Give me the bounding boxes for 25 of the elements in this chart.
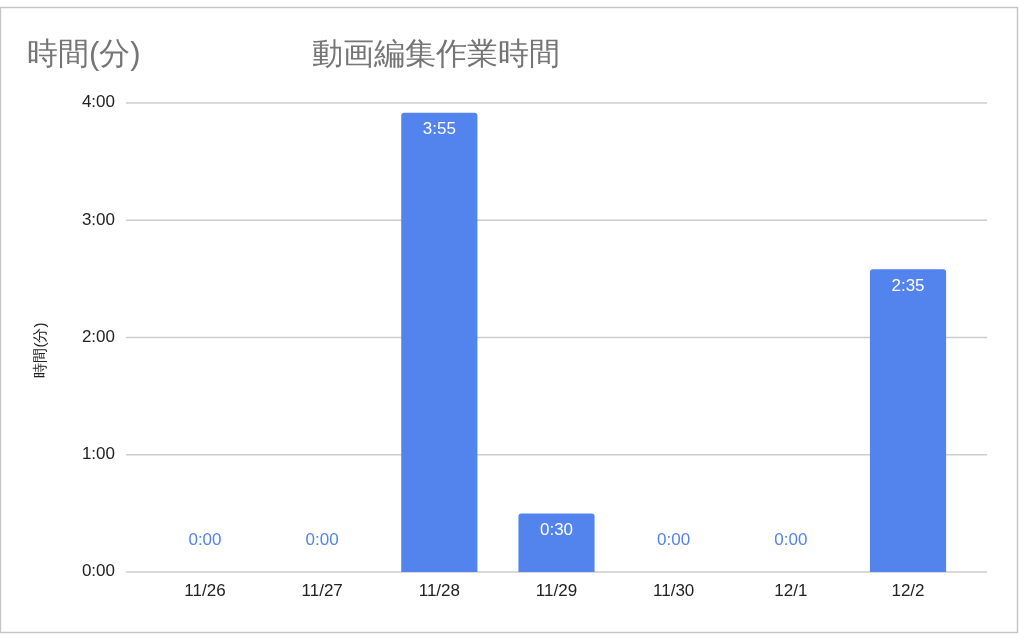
data-label: 0:00 xyxy=(774,530,808,550)
data-label: 3:55 xyxy=(422,119,456,139)
x-tick-label: 11/29 xyxy=(535,581,578,601)
y-tick-label: 0:00 xyxy=(81,561,115,581)
y-tick-label: 1:00 xyxy=(81,444,115,464)
bar xyxy=(518,513,595,572)
text: 時間(分) xyxy=(27,36,141,72)
y-tick-label: 2:00 xyxy=(81,326,115,346)
data-label: 2:35 xyxy=(891,275,925,295)
data-label: 0:00 xyxy=(657,530,691,550)
y-tick-label: 4:00 xyxy=(81,92,115,112)
bar xyxy=(869,269,947,572)
data-label: 0:30 xyxy=(539,519,574,539)
data-label: 0:00 xyxy=(188,530,222,550)
y-axis-title: 時間(分) xyxy=(30,322,48,378)
y-tick-label: 3:00 xyxy=(81,209,115,229)
bar xyxy=(401,112,478,572)
x-tick-label: 11/26 xyxy=(184,581,226,601)
x-tick-label: 12/1 xyxy=(774,581,808,601)
chart-title: 動画編集作業時間 xyxy=(312,36,560,72)
x-tick-label: 11/27 xyxy=(301,581,343,601)
data-label: 0:00 xyxy=(305,530,339,550)
x-tick-label: 11/28 xyxy=(418,581,460,601)
x-tick-label: 12/2 xyxy=(891,581,925,601)
x-tick-label: 11/30 xyxy=(653,581,695,601)
